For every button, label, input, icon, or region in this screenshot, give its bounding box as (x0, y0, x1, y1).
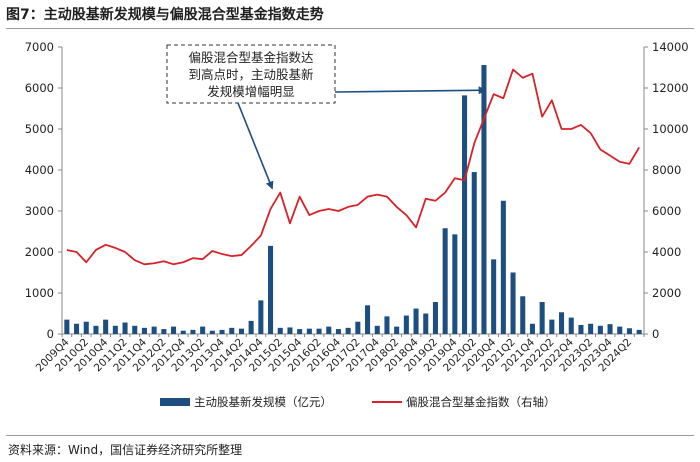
footer-divider (6, 435, 694, 436)
right-y-tick-label: 10000 (652, 122, 689, 136)
bar (549, 319, 555, 334)
bar (151, 326, 157, 334)
bar (529, 323, 535, 334)
bar (209, 330, 215, 334)
bar (132, 325, 138, 334)
right-y-tick-label: 8000 (652, 163, 681, 177)
bar (607, 324, 613, 334)
index-line (66, 68, 640, 266)
bar (93, 325, 99, 334)
bar (277, 327, 283, 334)
bar (365, 305, 371, 334)
bar (64, 319, 70, 334)
bar (403, 315, 409, 334)
bar (520, 296, 526, 334)
bar (384, 316, 390, 334)
bar (442, 228, 448, 334)
bar (481, 65, 487, 334)
bar (636, 329, 642, 334)
bar (617, 326, 623, 334)
bar (83, 321, 89, 334)
bar (413, 308, 419, 334)
line-layer (66, 68, 640, 266)
bar (161, 329, 167, 334)
bar (500, 200, 506, 334)
annotation-layer: 偏股混合型基金指数达 到高点时，主动股基新 发规模增幅明显 (166, 44, 487, 190)
bar (258, 300, 264, 334)
bar (578, 324, 584, 334)
annotation-arrow (237, 102, 274, 190)
left-y-tick-label: 6000 (25, 81, 54, 95)
bar (190, 329, 196, 334)
left-y-tick-label: 5000 (25, 122, 54, 136)
bar (471, 172, 477, 334)
left-y-tick-label: 4000 (25, 163, 54, 177)
bar (423, 313, 429, 334)
right-y-tick-label: 14000 (652, 40, 689, 54)
bar (432, 302, 438, 334)
bar (122, 322, 128, 334)
legend-line-label: 偏股混合型基金指数（右轴） (406, 395, 556, 409)
right-y-tick-label: 2000 (652, 286, 681, 300)
bar (588, 323, 594, 334)
bar (200, 326, 206, 334)
annotation-box (166, 44, 336, 104)
bar (355, 321, 361, 334)
bar (141, 327, 147, 334)
bar (219, 329, 225, 334)
left-y-tick-label: 1000 (25, 286, 54, 300)
annotation-line-1: 偏股混合型基金指数达 (188, 50, 314, 65)
bar (112, 325, 118, 334)
bar (374, 325, 380, 334)
annotation-line-2: 到高点时，主动股基新 (188, 67, 313, 82)
left-y-tick-label: 3000 (25, 204, 54, 218)
bar (345, 327, 351, 334)
bar (462, 95, 468, 334)
bar (297, 329, 303, 334)
left-y-tick-label: 2000 (25, 245, 54, 259)
bar (238, 328, 244, 334)
right-y-tick-label: 0 (652, 327, 659, 341)
right-y-tick-label: 12000 (652, 81, 689, 95)
bar (306, 328, 312, 334)
bar (491, 259, 497, 334)
bar (559, 312, 565, 334)
right-y-tick-label: 6000 (652, 204, 681, 218)
bar (268, 245, 274, 334)
legend: 主动股基新发规模（亿元） 偏股混合型基金指数（右轴） (160, 395, 556, 409)
bar (103, 319, 109, 334)
bar (510, 272, 516, 334)
annotation-line-3: 发规模增幅明显 (207, 84, 295, 99)
bar (626, 328, 632, 334)
bar (452, 234, 458, 334)
left-y-tick-label: 0 (47, 327, 54, 341)
bar (74, 323, 80, 334)
bar (180, 330, 186, 334)
bar (326, 326, 332, 334)
bar (287, 327, 293, 334)
left-y-tick-label: 7000 (25, 40, 54, 54)
bars-layer (64, 65, 642, 334)
source-note: 资料来源：Wind，国信证券经济研究所整理 (8, 443, 243, 457)
bar (229, 327, 235, 334)
bar (597, 325, 603, 334)
bar (539, 302, 545, 334)
title-divider (6, 28, 694, 29)
legend-bar-label: 主动股基新发规模（亿元） (194, 395, 332, 409)
bar (248, 320, 254, 334)
bar (171, 326, 177, 334)
chart-title: 图7：主动股基新发规模与偏股混合型基金指数走势 (6, 7, 324, 23)
bar (394, 326, 400, 334)
right-y-tick-label: 4000 (652, 245, 681, 259)
annotation-arrow (334, 86, 487, 95)
bar (316, 328, 322, 334)
legend-bar-swatch (160, 398, 190, 406)
bar (568, 317, 574, 334)
bar (335, 329, 341, 334)
chart-canvas: 0 1000 2000 3000 4000 5000 6000 7000 0 2000 4000 60… (25, 40, 689, 409)
